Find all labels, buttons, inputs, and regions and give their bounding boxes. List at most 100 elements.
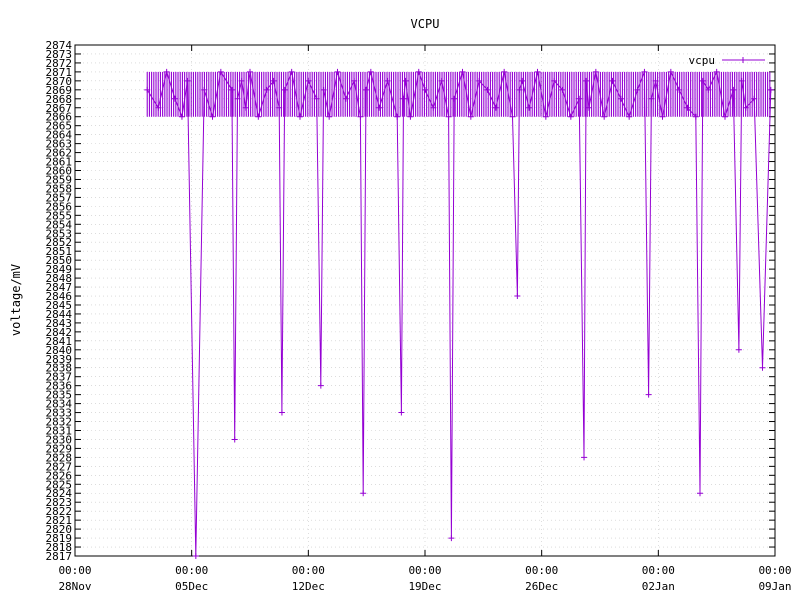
- y-tick-label: 2829: [46, 442, 73, 455]
- data-point: [247, 68, 253, 75]
- x-tick-date-label: 02Jan: [642, 580, 675, 593]
- y-tick-label: 2854: [46, 218, 73, 231]
- y-tick-label: 2849: [46, 263, 73, 276]
- data-point: [255, 113, 262, 120]
- y-tick-label: 2818: [46, 541, 73, 554]
- data-point: [238, 77, 245, 84]
- data-point: [519, 77, 526, 84]
- data-point: [228, 86, 235, 93]
- y-tick-label: 2848: [46, 272, 73, 285]
- data-point: [585, 104, 592, 111]
- data-point: [281, 86, 288, 93]
- data-point: [567, 113, 574, 120]
- data-point: [759, 364, 766, 371]
- y-tick-label: 2853: [46, 227, 73, 240]
- y-tick-label: 2860: [46, 165, 73, 178]
- y-tick-label: 2859: [46, 173, 73, 186]
- chart-title: VCPU: [411, 17, 440, 31]
- data-point: [384, 77, 391, 84]
- y-tick-label: 2833: [46, 407, 73, 420]
- y-tick-label: 2843: [46, 317, 73, 330]
- x-tick-time-label: 00:00: [292, 564, 325, 577]
- y-tick-label: 2840: [46, 344, 73, 357]
- y-tick-label: 2871: [46, 66, 73, 79]
- data-point: [697, 490, 703, 497]
- legend-label: vcpu: [689, 54, 716, 67]
- data-point: [376, 104, 383, 111]
- plot-frame: [74, 44, 776, 557]
- axis-ticks: 2817281828192820282128222823282428252826…: [46, 39, 792, 593]
- data-point: [559, 86, 566, 93]
- data-point: [551, 77, 558, 84]
- data-point: [476, 77, 483, 84]
- data-point: [684, 104, 691, 111]
- data-point: [422, 86, 428, 93]
- data-point: [448, 535, 455, 542]
- data-point: [320, 86, 327, 93]
- y-tick-label: 2837: [46, 371, 73, 384]
- data-point: [313, 95, 320, 102]
- y-tick-label: 2839: [46, 353, 73, 366]
- data-point: [360, 490, 367, 497]
- data-point: [459, 68, 466, 75]
- data-point: [514, 293, 521, 300]
- data-point: [730, 86, 737, 93]
- data-point: [242, 104, 249, 111]
- data-point: [583, 77, 590, 84]
- data-point: [467, 113, 474, 120]
- y-tick-label: 2844: [46, 308, 73, 321]
- x-tick-date-label: 09Jan: [758, 580, 791, 593]
- data-point: [144, 86, 151, 93]
- data-point: [735, 346, 742, 353]
- y-tick-label: 2874: [46, 39, 73, 52]
- y-tick-label: 2827: [46, 460, 73, 473]
- data-point: [609, 77, 616, 84]
- data-point: [652, 77, 659, 84]
- data-point: [163, 68, 170, 75]
- data-point: [362, 86, 369, 93]
- x-tick-time-label: 00:00: [58, 564, 91, 577]
- data-point: [407, 113, 414, 120]
- data-point: [394, 113, 401, 120]
- y-tick-label: 2820: [46, 523, 73, 536]
- y-tick-label: 2865: [46, 120, 73, 133]
- data-point: [738, 77, 745, 84]
- y-tick-label: 2857: [46, 191, 73, 204]
- y-tick-label: 2817: [46, 550, 73, 563]
- data-point: [326, 113, 333, 120]
- y-tick-label: 2845: [46, 299, 73, 312]
- x-tick-date-label: 28Nov: [58, 580, 91, 593]
- y-tick-label: 2852: [46, 236, 73, 249]
- y-tick-label: 2863: [46, 138, 73, 151]
- data-point: [184, 77, 191, 84]
- y-tick-label: 2862: [46, 147, 73, 160]
- data-point: [692, 113, 699, 120]
- y-tick-label: 2867: [46, 102, 73, 115]
- data-point: [445, 113, 452, 120]
- y-tick-label: 2823: [46, 496, 73, 509]
- data-point: [334, 68, 341, 75]
- data-point: [601, 113, 608, 120]
- y-tick-label: 2872: [46, 57, 73, 70]
- y-tick-label: 2850: [46, 254, 73, 267]
- data-point: [317, 382, 324, 389]
- y-tick-label: 2835: [46, 389, 73, 402]
- y-tick-label: 2836: [46, 380, 73, 393]
- data-point: [305, 77, 312, 84]
- data-point: [451, 95, 458, 102]
- data-point: [526, 104, 533, 111]
- data-point: [592, 68, 599, 75]
- y-tick-label: 2838: [46, 362, 73, 375]
- data-point: [278, 409, 285, 416]
- data-point: [713, 68, 720, 75]
- y-tick-label: 2864: [46, 129, 73, 142]
- y-tick-label: 2856: [46, 200, 73, 213]
- y-tick-label: 2842: [46, 326, 73, 339]
- data-point: [667, 68, 674, 75]
- data-point: [645, 391, 652, 398]
- y-tick-label: 2831: [46, 424, 73, 437]
- data-point: [648, 95, 655, 102]
- y-tick-label: 2855: [46, 209, 73, 222]
- data-point: [501, 68, 508, 75]
